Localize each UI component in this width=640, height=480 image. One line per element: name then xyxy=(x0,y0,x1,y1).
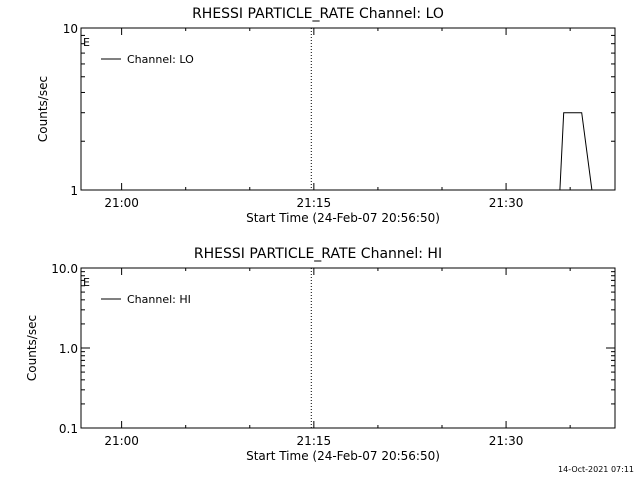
x-tick-label: 21:00 xyxy=(104,434,139,448)
x-tick-label: 21:30 xyxy=(489,434,524,448)
legend-label: Channel: HI xyxy=(127,293,191,306)
series-line xyxy=(549,112,598,191)
y-tick-label: 1.0 xyxy=(59,342,78,356)
x-tick-label: 21:00 xyxy=(104,196,139,210)
plot-frame xyxy=(80,27,616,191)
chart-title: RHESSI PARTICLE_RATE Channel: HI xyxy=(194,246,442,262)
x-tick-label: 21:30 xyxy=(489,196,524,210)
y-tick-label: 1 xyxy=(70,184,78,198)
footer-timestamp: 14-Oct-2021 07:11 xyxy=(558,465,634,474)
x-axis-label: Start Time (24-Feb-07 20:56:50) xyxy=(246,449,440,463)
event-marker: E xyxy=(83,276,90,289)
x-tick-label: 21:15 xyxy=(297,434,332,448)
chart-title: RHESSI PARTICLE_RATE Channel: LO xyxy=(192,6,444,22)
chart-panel-2: RHESSI PARTICLE_RATE Channel: HI 21:00 21:… xyxy=(25,246,616,463)
y-tick-label: 10.0 xyxy=(51,262,78,276)
x-axis-label: Start Time (24-Feb-07 20:56:50) xyxy=(246,211,440,225)
chart-panel-1: RHESSI PARTICLE_RATE Channel: LO 21:00 21:… xyxy=(36,6,616,225)
y-axis-label: Counts/sec xyxy=(36,76,50,142)
plot-frame xyxy=(80,267,616,429)
footer-timestamp-text: 14-Oct-2021 07:11 xyxy=(558,465,634,474)
y-tick-label: 0.1 xyxy=(59,422,78,436)
y-tick-label: 10 xyxy=(63,22,78,36)
y-axis-label: Counts/sec xyxy=(25,315,39,381)
x-tick-label: 21:15 xyxy=(297,196,332,210)
legend-label: Channel: LO xyxy=(127,53,194,66)
event-marker: E xyxy=(83,36,90,49)
